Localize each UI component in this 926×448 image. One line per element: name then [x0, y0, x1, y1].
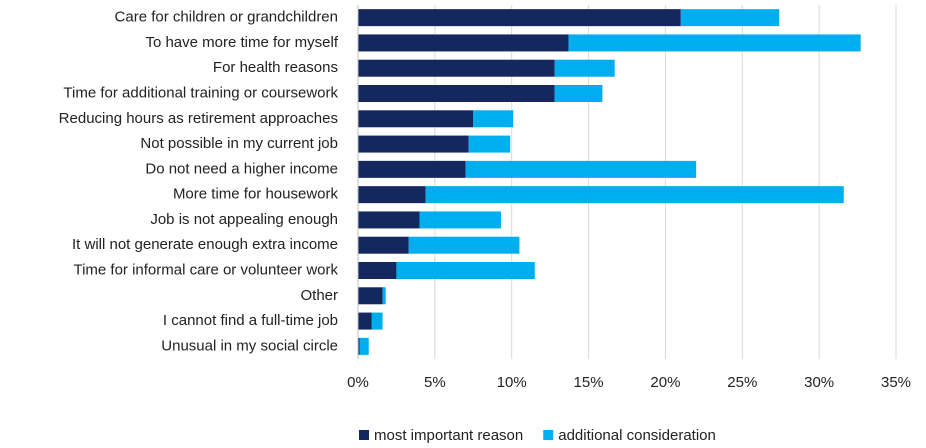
bar	[419, 211, 501, 229]
x-tick-label: 35%	[881, 374, 911, 391]
bar	[680, 9, 780, 27]
y-tick-label: Care for children or grandchildren	[115, 9, 338, 26]
bar	[358, 312, 372, 330]
bar	[382, 287, 386, 305]
y-tick-label: Do not need a higher income	[145, 160, 338, 177]
bar	[425, 186, 844, 204]
bar	[408, 236, 520, 254]
bar	[568, 34, 861, 52]
y-tick-label: I cannot find a full-time job	[163, 312, 338, 329]
x-tick-label: 30%	[804, 374, 834, 391]
legend-label: additional consideration	[558, 427, 716, 444]
x-tick-label: 15%	[574, 374, 604, 391]
bar	[554, 85, 603, 102]
legend-label: most important reason	[374, 427, 523, 444]
bar	[358, 186, 426, 204]
y-tick-label: More time for housework	[173, 186, 339, 203]
bar	[358, 34, 569, 52]
bar	[358, 262, 397, 279]
x-tick-label: 0%	[347, 374, 369, 391]
x-tick-label: 5%	[424, 374, 446, 391]
y-tick-label: Unusual in my social circle	[161, 337, 338, 354]
bar	[358, 85, 555, 102]
bar	[468, 135, 511, 153]
x-tick-label: 25%	[727, 374, 757, 391]
y-tick-label: Job is not appealing enough	[150, 211, 338, 228]
bar	[465, 160, 697, 178]
y-tick-label: Time for informal care or volunteer work	[73, 261, 338, 278]
bar	[358, 160, 466, 178]
bar	[358, 110, 474, 128]
bar	[473, 110, 514, 128]
y-tick-label: Reducing hours as retirement approaches	[59, 110, 338, 127]
bar	[371, 312, 383, 330]
legend-swatch	[543, 430, 554, 440]
bar	[396, 262, 535, 279]
y-tick-label: Time for additional training or coursewo…	[63, 84, 338, 101]
y-tick-label: For health reasons	[213, 59, 338, 76]
bar	[554, 59, 615, 77]
y-tick-label: Not possible in my current job	[140, 135, 338, 152]
bar	[358, 59, 555, 77]
x-tick-label: 20%	[650, 374, 680, 391]
bar	[358, 211, 420, 229]
y-tick-label: To have more time for myself	[145, 34, 338, 51]
y-tick-label: It will not generate enough extra income	[72, 236, 338, 253]
bar	[359, 337, 369, 355]
bar	[358, 9, 681, 27]
legend-swatch	[359, 430, 369, 440]
bar	[358, 236, 409, 254]
bar	[358, 135, 469, 153]
x-tick-label: 10%	[497, 374, 527, 391]
y-tick-label: Other	[300, 287, 338, 304]
bar	[358, 287, 383, 305]
bar	[358, 337, 360, 355]
